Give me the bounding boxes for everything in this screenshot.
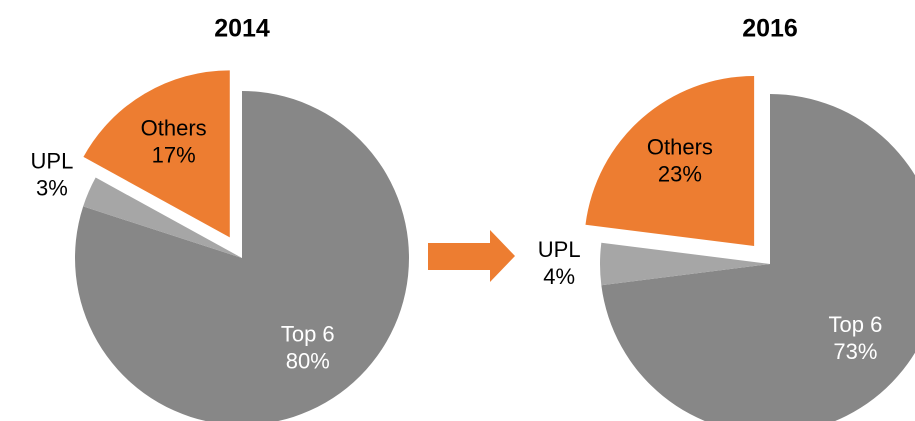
slice-category-label: Top 6 [829, 312, 883, 337]
pie-slice [75, 91, 409, 421]
slice-value-label: 80% [286, 348, 330, 373]
arrow [428, 230, 515, 282]
pie-slice [83, 70, 230, 238]
pie-slice [601, 94, 915, 421]
pie-slice [585, 75, 755, 246]
pie-slice [83, 177, 243, 258]
chart-title: 2016 [742, 15, 798, 43]
slice-category-label: UPL [538, 237, 581, 262]
slice-value-label: 17% [152, 142, 196, 167]
pie-slice [600, 242, 770, 286]
slice-category-label: Others [647, 135, 713, 160]
slice-value-label: 4% [543, 264, 575, 289]
slice-category-label: Top 6 [281, 321, 335, 346]
slice-value-label: 23% [658, 162, 702, 187]
slice-category-label: Others [141, 115, 207, 140]
slice-value-label: 73% [833, 339, 877, 364]
chart-title: 2014 [214, 15, 270, 43]
slice-value-label: 3% [36, 176, 68, 201]
slice-category-label: UPL [31, 149, 74, 174]
